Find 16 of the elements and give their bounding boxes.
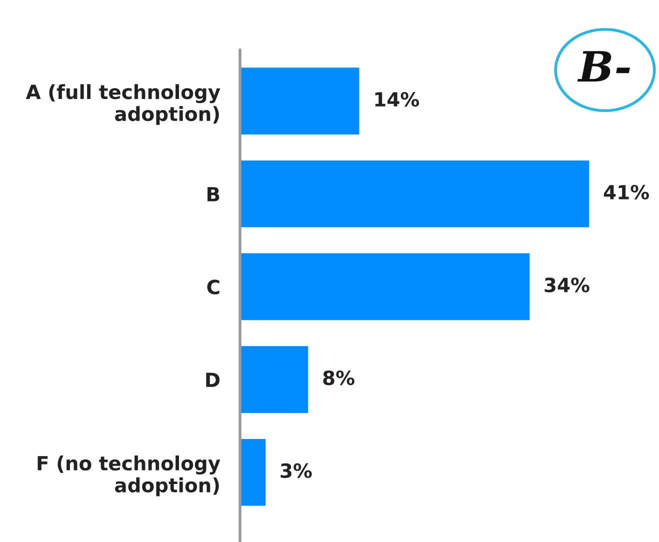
data-label: 41% [604,184,649,200]
data-label: 8% [323,370,354,386]
y-tick-label: B [208,187,220,202]
y-tick-label: A (full technology adoption) [26,84,220,125]
data-label: 34% [544,278,590,292]
bar [240,346,308,413]
bar [240,438,266,506]
y-tick-label: F (no technology adoption) [38,456,220,496]
y-tick-label: D [206,372,220,387]
bar [240,68,360,134]
bar [240,253,530,320]
data-label: 3% [280,463,312,478]
data-label: 14% [375,92,420,107]
bar [240,160,590,228]
annotation: B- [577,51,630,82]
y-tick-label: C [207,280,220,294]
